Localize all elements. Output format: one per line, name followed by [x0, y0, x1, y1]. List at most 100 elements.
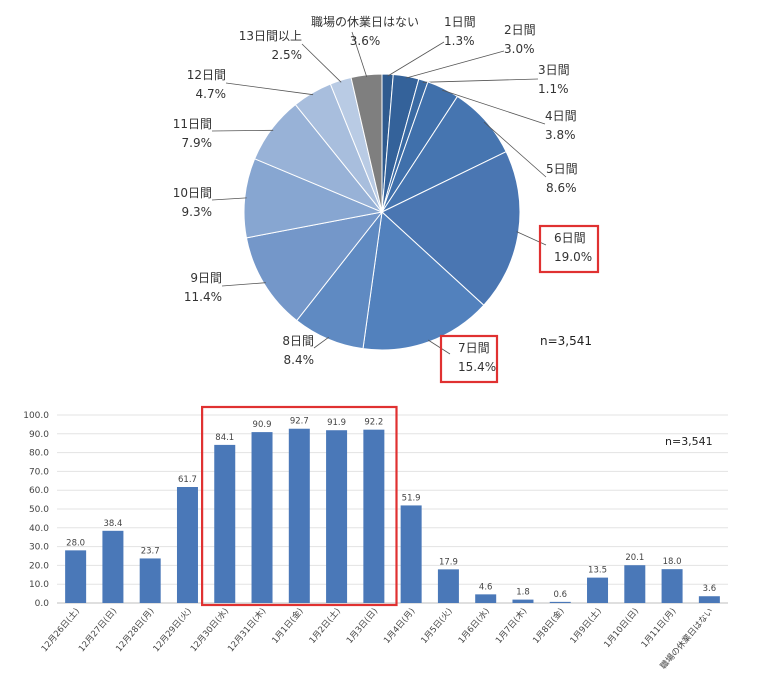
pie-leader-line: [427, 339, 451, 355]
pie-slice-percent: 8.6%: [546, 181, 577, 195]
y-tick-label: 20.0: [29, 561, 49, 571]
bar-chart: 0.0 10.0 20.0 30.0 40.0 50.0 60.0 70.0 80.0 90.0 1…: [23, 405, 728, 672]
pie-leader-line: [405, 50, 505, 79]
bar: [102, 530, 124, 603]
bar: [661, 569, 683, 603]
x-category-label: 1月5日(火): [419, 607, 454, 646]
y-tick-label: 70.0: [29, 467, 49, 477]
x-category-label: 1月8日(金): [531, 606, 567, 646]
pie-slice-name: 2日間: [504, 23, 536, 37]
bar-value-label: 90.9: [253, 420, 272, 430]
pie-n-label: n=3,541: [540, 334, 592, 348]
bar-value-label: 13.5: [588, 566, 607, 576]
bar: [139, 558, 161, 603]
pie-slice-percent: 3.0%: [504, 42, 535, 56]
bar-value-label: 61.7: [178, 475, 197, 485]
bar: [549, 601, 571, 603]
pie-slice-percent: 1.3%: [444, 34, 475, 48]
bar: [400, 505, 422, 603]
pie-slice-name: 8日間: [282, 334, 314, 348]
x-category-label: 12月29日(火): [152, 607, 194, 655]
x-category-label: 12月27日(日): [77, 607, 119, 655]
pie-leader-line: [351, 31, 368, 78]
bar-value-label: 3.6: [703, 584, 717, 594]
bar-n-label: n=3,541: [665, 435, 713, 448]
bar-value-label: 91.9: [327, 418, 346, 428]
bar-value-label: 20.1: [625, 553, 644, 563]
pie-leader-line: [387, 41, 445, 77]
pie-slice-percent: 7.9%: [182, 136, 213, 150]
pie-chart: 1日間 1.3% 2日間 3.0%3日間 1.1% 4日間 3.8% 5日間 8.6% 6日間 19…: [173, 15, 600, 384]
pie-leader-line: [225, 82, 314, 96]
x-category-label: 12月28日(月): [114, 607, 156, 655]
y-tick-label: 40.0: [29, 524, 49, 534]
x-category-label: 1月3日(日): [345, 607, 380, 646]
y-tick-label: 100.0: [23, 411, 49, 421]
bar: [624, 565, 646, 603]
bar-value-label: 84.1: [215, 433, 234, 443]
bar: [475, 594, 497, 603]
pie-slice-name: 13日間以上: [239, 29, 302, 43]
pie-slice-percent: 3.6%: [350, 34, 381, 48]
pie-leader-line: [422, 78, 539, 83]
pie-slice-percent: 9.3%: [182, 205, 213, 219]
bar-value-label: 23.7: [141, 546, 160, 556]
x-category-label: 12月30日(水): [188, 606, 231, 654]
pie-slice-name: 5日間: [546, 162, 578, 176]
pie-slice-percent: 8.4%: [284, 353, 315, 367]
pie-slice-7: [362, 210, 485, 351]
bar: [288, 428, 310, 603]
highlight-box: [538, 224, 600, 274]
bar-value-label: 28.0: [66, 538, 85, 548]
bar-value-label: 51.9: [402, 493, 421, 503]
x-category-label: 1月2日(土): [307, 606, 343, 646]
bar-value-label: 1.8: [516, 588, 530, 598]
y-tick-label: 80.0: [29, 449, 49, 459]
bar: [587, 577, 609, 603]
highlight-box: [439, 334, 499, 384]
pie-slice-name: 職場の休業日はない: [311, 15, 419, 29]
y-tick-label: 50.0: [29, 505, 49, 515]
pie-leader-line: [483, 121, 547, 178]
bar: [363, 429, 385, 603]
y-tick-label: 90.0: [29, 430, 49, 440]
x-category-label: 12月26日(土): [39, 606, 82, 654]
bar: [698, 596, 720, 603]
x-category-label: 1月10日(日): [602, 607, 641, 650]
pie-leader-line: [313, 336, 330, 349]
pie-slice-percent: 4.7%: [196, 87, 227, 101]
pie-slice-percent: 11.4%: [184, 290, 222, 304]
pie-slice-name: 7日間: [458, 341, 490, 355]
bar: [437, 569, 459, 603]
pie-slice-9: [245, 211, 384, 322]
x-category-label: 1月9日(土): [568, 606, 604, 646]
pie-slice-percent: 3.8%: [545, 128, 576, 142]
pie-slice-percent: 15.4%: [458, 360, 496, 374]
pie-slice-6: [381, 151, 521, 306]
pie-leader-line: [221, 282, 266, 287]
pie-leader-line: [442, 89, 546, 125]
x-category-label: 1月11日(月): [640, 607, 679, 650]
pie-slice-name: 6日間: [554, 231, 586, 245]
pie-slice-name: 4日間: [545, 109, 577, 123]
bar: [326, 430, 348, 603]
bar: [65, 550, 87, 603]
pie-slice-name: 12日間: [187, 68, 226, 82]
highlight-box: [201, 405, 398, 607]
x-category-label: 1月1日(金): [270, 606, 306, 646]
pie-leader-line: [211, 197, 247, 201]
bar: [214, 444, 236, 603]
bar-value-label: 4.6: [479, 582, 493, 592]
y-tick-label: 60.0: [29, 486, 49, 496]
pie-slice-percent: 19.0%: [554, 250, 592, 264]
y-tick-label: 10.0: [29, 580, 49, 590]
pie-leader-line: [516, 231, 547, 246]
x-category-label: 1月6日(水): [456, 606, 492, 646]
pie-slice-name: 10日間: [173, 186, 212, 200]
pie-slice-name: 11日間: [173, 117, 212, 131]
bar: [251, 432, 273, 603]
y-tick-label: 30.0: [29, 543, 49, 553]
bar-value-label: 38.4: [103, 519, 122, 529]
bar-value-label: 0.6: [553, 590, 567, 600]
